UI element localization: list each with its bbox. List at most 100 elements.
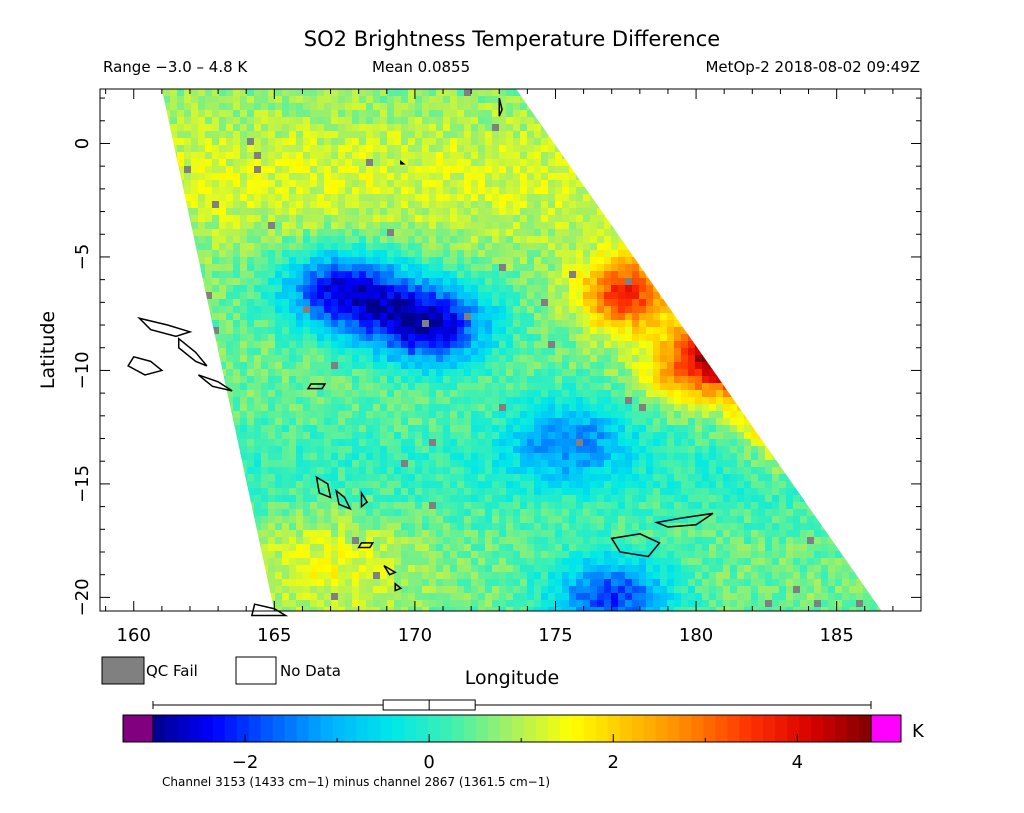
heat-cell [639, 145, 647, 153]
heat-cell [121, 152, 129, 160]
heat-cell [380, 124, 388, 132]
heat-cell [170, 180, 178, 188]
heat-cell [184, 299, 192, 307]
heat-cell [254, 117, 262, 125]
heat-cell [765, 180, 773, 188]
heat-cell [184, 89, 192, 97]
heat-cell [835, 124, 843, 132]
heat-cell [303, 173, 311, 181]
heat-cell [695, 201, 703, 209]
heat-cell [324, 250, 332, 258]
heat-cell [415, 138, 423, 146]
heat-cell [828, 194, 836, 202]
heat-cell [247, 369, 255, 377]
heat-cell [471, 320, 479, 328]
heat-cell [191, 292, 199, 300]
heat-cell [161, 208, 164, 216]
heat-cell [772, 124, 780, 132]
heat-cell [723, 376, 731, 384]
heat-cell [338, 173, 346, 181]
heat-cell [863, 131, 871, 139]
heat-cell [625, 187, 633, 195]
heat-cell [394, 327, 402, 335]
heat-cell [464, 334, 472, 342]
heat-cell [639, 278, 647, 286]
heat-cell [142, 152, 150, 160]
heat-cell [394, 201, 402, 209]
heat-cell [877, 362, 882, 370]
heat-cell [317, 229, 325, 237]
heat-cell [338, 306, 346, 314]
heat-cell [562, 306, 570, 314]
heat-cell [345, 334, 353, 342]
heat-cell [527, 348, 535, 356]
heat-cell [709, 89, 717, 97]
heat-cell [450, 292, 458, 300]
heat-cell [436, 292, 444, 300]
heat-cell [289, 250, 297, 258]
heat-cell [856, 201, 864, 209]
heat-cell [793, 180, 801, 188]
heat-cell [583, 243, 591, 251]
heat-cell [849, 215, 857, 223]
heat-cell [345, 271, 353, 279]
heat-cell [310, 159, 318, 167]
heat-cell [394, 243, 402, 251]
heat-cell [737, 257, 745, 265]
heat-cell [618, 159, 626, 167]
heat-cell [597, 278, 605, 286]
heat-cell [590, 145, 598, 153]
heat-cell [562, 285, 570, 293]
heat-cell [464, 236, 472, 244]
heat-cell [835, 152, 843, 160]
heat-cell [527, 320, 535, 328]
heat-cell [849, 89, 857, 97]
heat-cell [821, 369, 829, 377]
heat-cell [891, 138, 899, 146]
heat-cell [219, 131, 227, 139]
heat-cell [702, 166, 710, 174]
heat-cell [303, 194, 311, 202]
heat-cell [849, 222, 857, 230]
heat-cell [828, 131, 836, 139]
heat-cell [289, 173, 297, 181]
heat-cell [506, 96, 514, 104]
heat-cell [191, 383, 199, 391]
heat-cell [625, 355, 633, 363]
heat-cell [821, 292, 829, 300]
heat-cell [506, 334, 514, 342]
heat-cell [387, 306, 395, 314]
heat-cell [723, 145, 731, 153]
heat-cell [450, 103, 458, 111]
heat-cell [730, 327, 738, 335]
heat-cell [751, 124, 759, 132]
heat-cell [842, 243, 850, 251]
heat-cell [660, 215, 668, 223]
heat-cell [317, 194, 325, 202]
heat-cell [128, 285, 136, 293]
heat-cell [345, 285, 353, 293]
heat-cell [793, 173, 801, 181]
heat-cell [541, 243, 549, 251]
heat-cell [408, 194, 416, 202]
heat-cell [625, 243, 633, 251]
heat-cell [849, 271, 857, 279]
heat-cell [373, 285, 381, 293]
heat-cell [205, 124, 213, 132]
heat-cell [625, 341, 633, 349]
heat-cell [114, 103, 122, 111]
heat-cell [240, 103, 248, 111]
heat-cell [268, 187, 276, 195]
heat-cell [401, 187, 409, 195]
heat-cell [576, 222, 584, 230]
heat-cell [807, 236, 815, 244]
heat-cell [296, 320, 304, 328]
heat-cell [772, 89, 780, 97]
heat-cell [723, 215, 731, 223]
heat-cell [317, 362, 325, 370]
heat-cell [408, 257, 416, 265]
heat-cell [758, 96, 766, 104]
heat-cell [170, 215, 178, 223]
heat-cell [856, 313, 864, 321]
heat-cell [387, 173, 395, 181]
